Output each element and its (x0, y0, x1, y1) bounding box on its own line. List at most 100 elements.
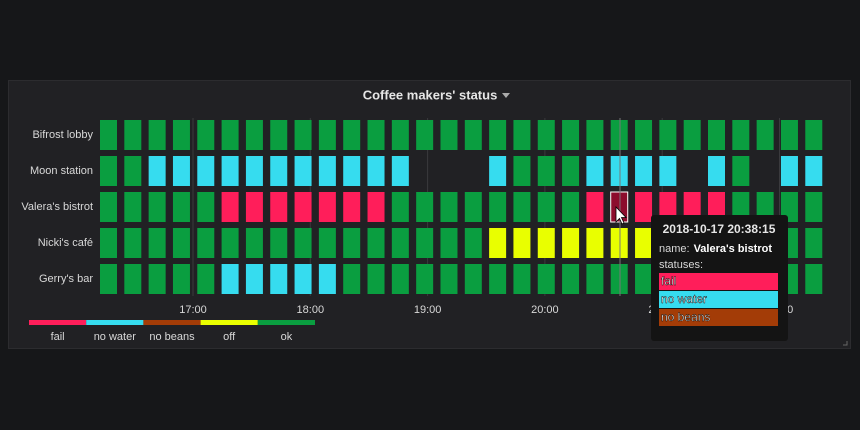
status-cell[interactable] (489, 264, 507, 294)
status-cell[interactable] (197, 120, 215, 150)
status-cell[interactable] (610, 156, 628, 186)
status-cell[interactable] (416, 120, 434, 150)
status-cell[interactable] (245, 156, 263, 186)
status-cell[interactable] (391, 228, 409, 258)
status-cell[interactable] (343, 228, 361, 258)
status-cell[interactable] (270, 192, 288, 222)
status-cell[interactable] (659, 192, 677, 222)
status-cell[interactable] (197, 192, 215, 222)
status-cell[interactable] (343, 156, 361, 186)
status-cell[interactable] (586, 228, 604, 258)
resize-handle[interactable] (843, 341, 848, 346)
status-cell[interactable] (562, 192, 580, 222)
status-cell[interactable] (805, 120, 823, 150)
status-cell[interactable] (562, 264, 580, 294)
panel-title[interactable]: Coffee makers' status (363, 87, 498, 102)
status-cell[interactable] (659, 156, 677, 186)
status-cell[interactable] (294, 120, 312, 150)
status-cell[interactable] (635, 156, 653, 186)
status-cell[interactable] (124, 228, 142, 258)
status-cell[interactable] (221, 120, 239, 150)
status-cell[interactable] (100, 192, 117, 222)
status-cell[interactable] (780, 156, 798, 186)
status-cell[interactable] (562, 120, 580, 150)
status-cell[interactable] (318, 228, 336, 258)
status-cell[interactable] (245, 120, 263, 150)
status-cell[interactable] (148, 192, 166, 222)
status-cell[interactable] (391, 156, 409, 186)
status-cell[interactable] (367, 192, 385, 222)
status-cell[interactable] (172, 228, 190, 258)
status-cell[interactable] (148, 264, 166, 294)
status-cell[interactable] (562, 228, 580, 258)
status-cell[interactable] (124, 120, 142, 150)
status-cell[interactable] (124, 156, 142, 186)
status-cell[interactable] (440, 120, 458, 150)
status-cell[interactable] (562, 156, 580, 186)
status-cell[interactable] (610, 264, 628, 294)
status-cell[interactable] (148, 120, 166, 150)
status-cell[interactable] (367, 264, 385, 294)
status-cell[interactable] (610, 228, 628, 258)
status-cell[interactable] (635, 192, 653, 222)
status-cell[interactable] (708, 156, 725, 186)
status-cell[interactable] (440, 264, 458, 294)
status-cell[interactable] (197, 228, 215, 258)
status-cell[interactable] (124, 192, 142, 222)
status-cell[interactable] (464, 228, 482, 258)
status-cell[interactable] (294, 156, 312, 186)
status-cell[interactable] (172, 156, 190, 186)
status-cell[interactable] (367, 228, 385, 258)
status-cell[interactable] (537, 192, 555, 222)
status-cell[interactable] (416, 228, 434, 258)
status-cell[interactable] (586, 264, 604, 294)
status-cell[interactable] (221, 156, 239, 186)
status-cell[interactable] (221, 192, 239, 222)
status-cell[interactable] (513, 120, 531, 150)
status-cell[interactable] (635, 228, 653, 258)
status-cell[interactable] (513, 264, 531, 294)
status-cell[interactable] (586, 156, 604, 186)
status-cell[interactable] (100, 264, 117, 294)
status-cell[interactable] (586, 192, 604, 222)
status-cell[interactable] (343, 192, 361, 222)
status-cell[interactable] (805, 264, 823, 294)
status-cell[interactable] (610, 120, 628, 150)
status-cell[interactable] (245, 192, 263, 222)
status-cell[interactable] (683, 192, 701, 222)
status-cell[interactable] (343, 120, 361, 150)
status-cell[interactable] (708, 120, 725, 150)
status-cell[interactable] (172, 120, 190, 150)
status-cell[interactable] (318, 192, 336, 222)
status-cell[interactable] (148, 156, 166, 186)
status-cell[interactable] (708, 192, 725, 222)
status-cell[interactable] (416, 192, 434, 222)
status-cell[interactable] (635, 120, 653, 150)
status-cell[interactable] (391, 264, 409, 294)
status-cell[interactable] (294, 228, 312, 258)
status-cell[interactable] (537, 120, 555, 150)
status-cell[interactable] (586, 120, 604, 150)
status-cell[interactable] (197, 264, 215, 294)
status-cell[interactable] (367, 156, 385, 186)
status-cell[interactable] (732, 192, 750, 222)
status-cell[interactable] (416, 264, 434, 294)
status-cell[interactable] (513, 156, 531, 186)
status-cell[interactable] (294, 264, 312, 294)
status-cell[interactable] (513, 192, 531, 222)
status-cell[interactable] (270, 120, 288, 150)
status-cell[interactable] (270, 156, 288, 186)
status-cell[interactable] (489, 228, 507, 258)
status-cell[interactable] (489, 192, 507, 222)
status-cell[interactable] (780, 120, 798, 150)
status-cell[interactable] (148, 228, 166, 258)
status-cell[interactable] (805, 228, 823, 258)
status-cell[interactable] (294, 192, 312, 222)
status-cell[interactable] (391, 192, 409, 222)
status-cell[interactable] (318, 156, 336, 186)
status-cell[interactable] (489, 120, 507, 150)
status-cell[interactable] (537, 228, 555, 258)
status-cell[interactable] (270, 264, 288, 294)
status-cell[interactable] (440, 192, 458, 222)
status-cell[interactable] (367, 120, 385, 150)
